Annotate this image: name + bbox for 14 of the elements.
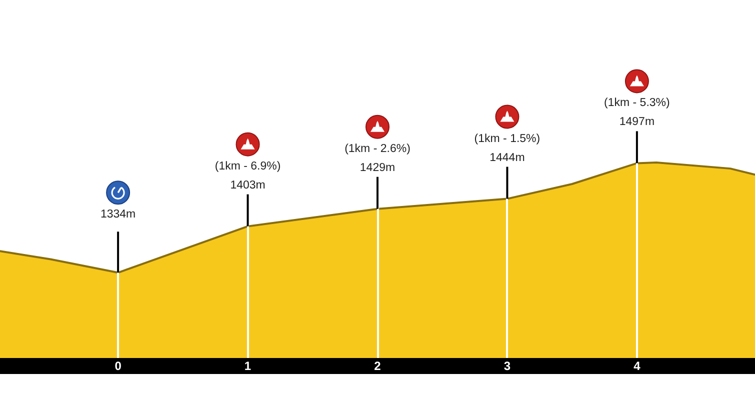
data-label: 1334m [100,208,136,221]
x-tick-label: 4 [634,359,641,373]
x-tick-label: 3 [504,359,511,373]
x-tick-label: 2 [374,359,382,373]
annotation: (1km - 1.5%) [474,132,540,145]
data-label: 1429m [360,162,396,174]
annotation: (1km - 6.9%) [214,160,281,172]
annotation: (1km - 2.6%) [344,142,411,155]
x-tick-label: 0 [114,359,122,373]
data-label: 1497m [619,116,655,128]
data-label: 1444m [490,152,525,164]
data-label: 1403m [230,179,266,192]
annotation: (1km - 5.3%) [604,97,670,110]
x-tick-label: 1 [244,359,252,373]
